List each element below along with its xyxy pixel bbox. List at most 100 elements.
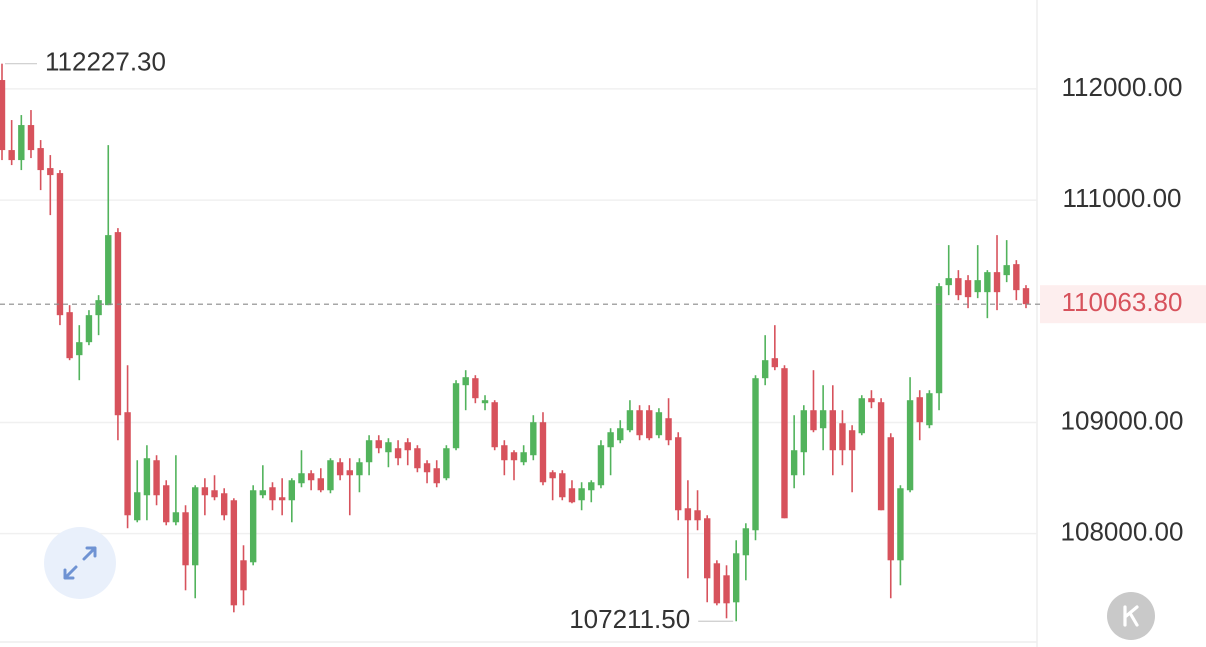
last-price-badge bbox=[1040, 285, 1206, 324]
candle-body bbox=[288, 480, 296, 501]
candle-body bbox=[549, 472, 556, 479]
candle-body bbox=[588, 482, 595, 491]
candle-body bbox=[472, 378, 479, 399]
candle-body bbox=[249, 490, 257, 563]
candle-body bbox=[906, 400, 914, 491]
candle-body bbox=[510, 452, 518, 461]
candle-body bbox=[829, 410, 836, 451]
candle-body bbox=[636, 410, 643, 436]
last-price-label: 110063.80 bbox=[1062, 287, 1183, 317]
candle-body bbox=[858, 398, 865, 434]
candle-body bbox=[95, 300, 102, 316]
candle-body bbox=[423, 463, 431, 473]
candle-body bbox=[1022, 288, 1030, 305]
candle-body bbox=[172, 512, 180, 523]
candle-body bbox=[559, 473, 566, 498]
candle-body bbox=[665, 418, 672, 441]
candle-body bbox=[539, 422, 547, 483]
candle-body bbox=[18, 125, 25, 161]
expand-button[interactable] bbox=[44, 527, 116, 599]
candle-body bbox=[346, 470, 353, 476]
candle-body bbox=[955, 278, 962, 296]
candle-body bbox=[800, 410, 808, 453]
candle-body bbox=[732, 553, 740, 603]
candle-body bbox=[626, 410, 634, 431]
candle-body bbox=[230, 500, 238, 606]
low-label: 107211.50 bbox=[569, 604, 690, 634]
candle-body bbox=[433, 468, 440, 484]
candle-body bbox=[897, 488, 904, 561]
candle-body bbox=[394, 448, 402, 459]
candle-body bbox=[76, 342, 83, 356]
candle-body bbox=[646, 410, 653, 439]
candle-body bbox=[617, 428, 624, 441]
candle-body bbox=[134, 492, 141, 521]
candle-body bbox=[192, 487, 199, 566]
candle-body bbox=[124, 412, 131, 516]
candle-body bbox=[607, 432, 614, 448]
candle-body bbox=[704, 518, 711, 579]
candle-body bbox=[298, 473, 305, 484]
candle-body bbox=[259, 490, 267, 496]
candle-body bbox=[278, 497, 286, 501]
candle-body bbox=[27, 125, 35, 151]
candle-body bbox=[269, 487, 276, 501]
expand-button-bg[interactable] bbox=[44, 527, 116, 599]
candle-body bbox=[56, 173, 64, 316]
candle-body bbox=[771, 358, 779, 368]
candle-body bbox=[868, 398, 875, 403]
y-tick-label: 108000.00 bbox=[1061, 516, 1184, 546]
candle-body bbox=[887, 437, 894, 561]
candle-body bbox=[675, 437, 682, 511]
candle-body bbox=[984, 272, 991, 293]
candle-body bbox=[143, 458, 151, 496]
candle-body bbox=[916, 397, 923, 423]
k-icon bbox=[1123, 605, 1139, 627]
y-tick-label: 109000.00 bbox=[1061, 405, 1184, 435]
expand-icon bbox=[63, 546, 97, 580]
candle-body bbox=[974, 280, 981, 293]
candle-body bbox=[375, 440, 382, 449]
candle-body bbox=[105, 235, 112, 306]
candle-body bbox=[964, 280, 972, 298]
candle-body bbox=[163, 485, 170, 523]
candle-body bbox=[414, 448, 421, 469]
candle-body bbox=[810, 410, 817, 431]
candle-body bbox=[877, 402, 885, 511]
candle-body bbox=[713, 563, 721, 604]
candle-body bbox=[1003, 265, 1010, 276]
candle-body bbox=[568, 488, 576, 503]
candle-body bbox=[336, 462, 344, 476]
candle-body bbox=[385, 442, 392, 453]
candle-body bbox=[491, 402, 498, 448]
y-tick-label: 112000.00 bbox=[1062, 72, 1183, 102]
candle-body bbox=[742, 528, 750, 556]
candle-body bbox=[926, 393, 933, 426]
candle-body bbox=[66, 312, 73, 359]
overlay: 112227.30 107211.50 110063.80 bbox=[0, 47, 1206, 634]
candle-body bbox=[307, 473, 315, 481]
candle-body bbox=[443, 448, 450, 479]
candle-body bbox=[153, 460, 160, 496]
candle-body bbox=[501, 445, 508, 461]
candle-body bbox=[993, 272, 1001, 293]
high-label: 112227.30 bbox=[45, 47, 166, 77]
candle-body bbox=[211, 490, 218, 498]
candle-body bbox=[47, 168, 54, 176]
candle-body bbox=[781, 368, 788, 519]
candle-body bbox=[848, 430, 856, 451]
candle-body bbox=[365, 440, 373, 463]
candle-body bbox=[404, 442, 411, 451]
candle-body bbox=[761, 360, 769, 379]
candle-body bbox=[578, 488, 585, 501]
candle-body bbox=[462, 377, 469, 386]
candle-body bbox=[655, 412, 663, 436]
candle-body bbox=[790, 450, 798, 476]
candle-body bbox=[201, 487, 209, 496]
candle-body bbox=[481, 400, 489, 404]
candle-body bbox=[723, 575, 730, 604]
k-button[interactable] bbox=[1107, 592, 1155, 640]
candle-body bbox=[317, 478, 324, 491]
candle-body bbox=[945, 278, 952, 286]
